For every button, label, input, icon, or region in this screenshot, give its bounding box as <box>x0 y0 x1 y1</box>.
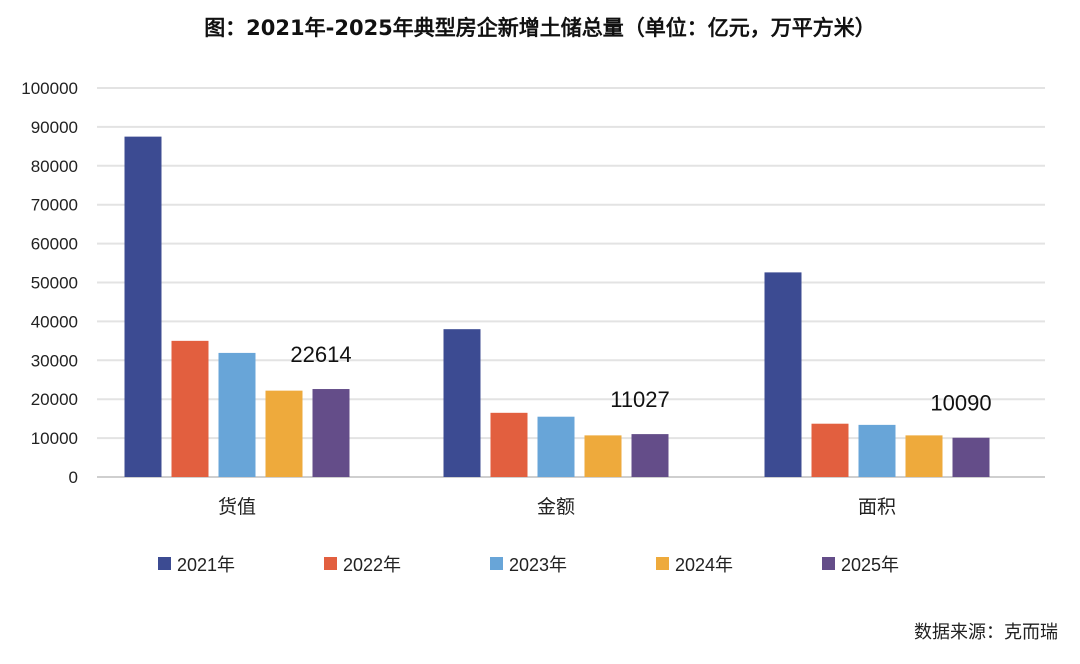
x-tick-label: 货值 <box>218 496 256 518</box>
bar-2024年-货值 <box>265 390 303 477</box>
y-tick-label: 70000 <box>31 196 78 215</box>
legend-label: 2024年 <box>675 555 733 575</box>
legend-label: 2025年 <box>841 555 899 575</box>
chart-title: 图：2021年-2025年典型房企新增土储总量（单位：亿元，万平方米） <box>204 16 876 40</box>
bar-2021年-金额 <box>443 329 481 477</box>
y-tick-label: 10000 <box>31 429 78 448</box>
bar-2025年-金额 <box>631 434 669 477</box>
y-tick-label: 50000 <box>31 274 78 293</box>
legend-swatch <box>324 557 337 570</box>
bar-2022年-面积 <box>811 423 849 477</box>
bar-2023年-货值 <box>218 352 256 477</box>
legend-label: 2023年 <box>509 555 567 575</box>
y-tick-label: 100000 <box>21 79 78 98</box>
legend-label: 2022年 <box>343 555 401 575</box>
bar-2024年-金额 <box>584 435 622 477</box>
bar-2022年-金额 <box>490 412 528 477</box>
legend-swatch <box>490 557 503 570</box>
y-tick-label: 20000 <box>31 390 78 409</box>
x-tick-label: 金额 <box>537 496 575 518</box>
bar-2021年-货值 <box>124 136 162 477</box>
y-tick-label: 30000 <box>31 351 78 370</box>
legend-label: 2021年 <box>177 555 235 575</box>
y-tick-label: 80000 <box>31 157 78 176</box>
x-tick-label: 面积 <box>858 496 896 518</box>
source-note: 数据来源：克而瑞 <box>914 622 1058 643</box>
bar-2025年-货值 <box>312 389 350 477</box>
y-tick-label: 60000 <box>31 235 78 254</box>
data-label: 11027 <box>610 387 670 412</box>
legend-swatch <box>822 557 835 570</box>
y-tick-label: 0 <box>69 468 78 487</box>
bar-2022年-货值 <box>171 340 209 477</box>
bar-2023年-面积 <box>858 424 896 477</box>
y-tick-label: 90000 <box>31 118 78 137</box>
bar-2021年-面积 <box>764 272 802 477</box>
legend-swatch <box>656 557 669 570</box>
bar-2024年-面积 <box>905 435 943 477</box>
legend-swatch <box>158 557 171 570</box>
y-tick-label: 40000 <box>31 312 78 331</box>
data-label: 22614 <box>290 342 351 367</box>
data-label: 10090 <box>930 391 991 416</box>
bar-2023年-金额 <box>537 416 575 477</box>
bar-2025年-面积 <box>952 437 990 477</box>
